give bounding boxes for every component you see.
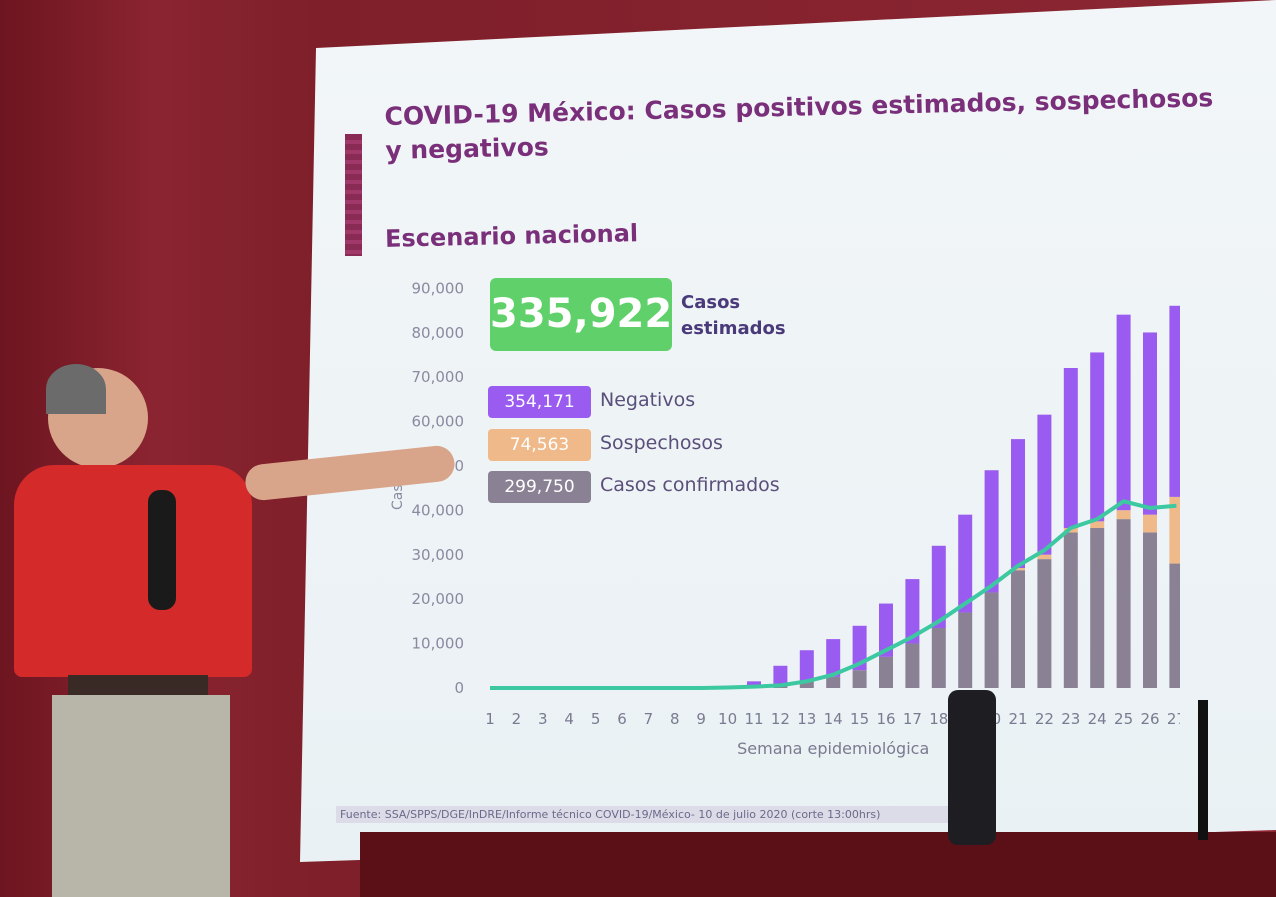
bar-segment — [905, 579, 920, 644]
water-bottle — [948, 690, 996, 845]
bar-segment — [1116, 314, 1131, 511]
x-tick-label: 15 — [850, 710, 869, 728]
y-tick-label: 60,000 — [412, 413, 465, 431]
legend-confirmados-label: Casos confirmados — [600, 474, 780, 496]
x-tick-label: 11 — [744, 710, 763, 728]
bar-segment — [747, 681, 761, 687]
y-tick-label: 80,000 — [412, 324, 465, 342]
kpi-value: 335,922 — [490, 278, 672, 351]
x-tick-label: 25 — [1114, 710, 1133, 728]
estimated-cases-line — [490, 499, 1177, 690]
y-tick-label: 0 — [454, 679, 464, 697]
microphone — [148, 490, 176, 610]
x-tick-label: 10 — [718, 710, 737, 728]
x-tick-label: 7 — [644, 710, 654, 728]
bar-segment — [1143, 532, 1157, 688]
bar-segment — [1011, 568, 1025, 571]
y-tick-label: 90,000 — [412, 279, 465, 297]
kpi-label-1: Casos — [681, 292, 741, 313]
bar-segment — [826, 639, 841, 677]
bar-segment — [826, 676, 841, 688]
bar-segment — [1169, 563, 1180, 688]
x-tick-label: 22 — [1035, 710, 1054, 728]
bar-segment — [1143, 514, 1157, 533]
bar-segment — [799, 681, 814, 688]
x-tick-label: 6 — [617, 710, 627, 728]
bar-segment — [984, 470, 999, 593]
x-tick-label: 23 — [1061, 710, 1080, 728]
x-tick-label: 2 — [512, 710, 522, 728]
x-axis-label: Semana epidemiológica — [737, 739, 929, 758]
y-tick-label: 20,000 — [412, 590, 465, 608]
bar-segment — [1011, 439, 1025, 568]
presenter-shirt — [14, 465, 252, 677]
x-tick-label: 5 — [591, 710, 601, 728]
podium-desk — [360, 832, 1276, 897]
bar-segment — [1143, 332, 1157, 515]
bar-segment — [773, 665, 788, 684]
legend-confirmados-value: 299,750 — [488, 471, 591, 503]
y-tick-label: 30,000 — [412, 546, 465, 564]
x-tick-label: 16 — [876, 710, 895, 728]
bar-segment — [1063, 368, 1078, 528]
y-tick-label: 10,000 — [412, 635, 465, 653]
y-tick-label: 40,000 — [412, 501, 465, 519]
bar-segment — [958, 514, 973, 613]
bar-segment — [1090, 521, 1105, 528]
bar-segment — [905, 643, 920, 688]
bar-segment — [852, 625, 867, 671]
legend-sospechosos-label: Sospechosos — [600, 432, 723, 454]
presenter-hair — [46, 364, 106, 414]
x-tick-label: 26 — [1140, 710, 1159, 728]
bar-segment — [1037, 554, 1052, 560]
bar-segment — [879, 656, 893, 688]
bar-segment — [1037, 414, 1052, 555]
x-tick-label: 13 — [797, 710, 816, 728]
legend-sospechosos-value: 74,563 — [488, 429, 591, 461]
slide-subtitle: Escenario nacional — [384, 219, 639, 253]
source-note: Fuente: SSA/SPPS/DGE/InDRE/Informe técni… — [336, 806, 964, 823]
bar-segment — [799, 650, 814, 682]
x-tick-label: 17 — [903, 710, 922, 728]
x-tick-label: 27 — [1167, 710, 1180, 728]
bar-segment — [879, 603, 893, 657]
bar-segment — [1169, 305, 1180, 497]
x-tick-label: 21 — [1008, 710, 1027, 728]
bar-segment — [1037, 559, 1052, 688]
legend-negativos-label: Negativos — [600, 389, 696, 411]
x-tick-label: 9 — [696, 710, 706, 728]
x-tick-label: 1 — [485, 710, 495, 728]
x-tick-label: 14 — [824, 710, 843, 728]
x-tick-label: 8 — [670, 710, 680, 728]
stacked-bar-chart: 010,00020,00030,00040,00050,00060,00070,… — [390, 279, 1180, 758]
bar-segment — [931, 545, 946, 628]
bar-segment — [958, 612, 973, 688]
x-tick-label: 4 — [564, 710, 574, 728]
x-tick-label: 18 — [929, 710, 948, 728]
bar-segment — [1116, 519, 1131, 688]
x-tick-label: 3 — [538, 710, 548, 728]
x-tick-label: 24 — [1088, 710, 1107, 728]
kpi-label-2: estimados — [681, 318, 786, 339]
bar-segment — [931, 628, 946, 688]
bar-segment — [1063, 532, 1078, 688]
title-accent-bar — [345, 134, 362, 256]
presenter-belt — [68, 675, 208, 697]
kpi-label: Casos estimados — [681, 290, 786, 342]
legend-negativos-value: 354,171 — [488, 386, 591, 418]
bar-segment — [852, 670, 867, 688]
bar-segment — [1090, 352, 1105, 522]
bar-segment — [1090, 528, 1105, 688]
bar-segment — [984, 592, 999, 688]
bar-segment — [1169, 496, 1180, 564]
y-tick-label: 70,000 — [412, 368, 465, 386]
presenter-trousers — [52, 695, 230, 897]
bar-segment — [1011, 570, 1025, 688]
bar-segment — [1116, 510, 1131, 520]
projection-screen — [300, 0, 1276, 862]
x-tick-label: 12 — [771, 710, 790, 728]
mic-stand — [1198, 700, 1208, 840]
